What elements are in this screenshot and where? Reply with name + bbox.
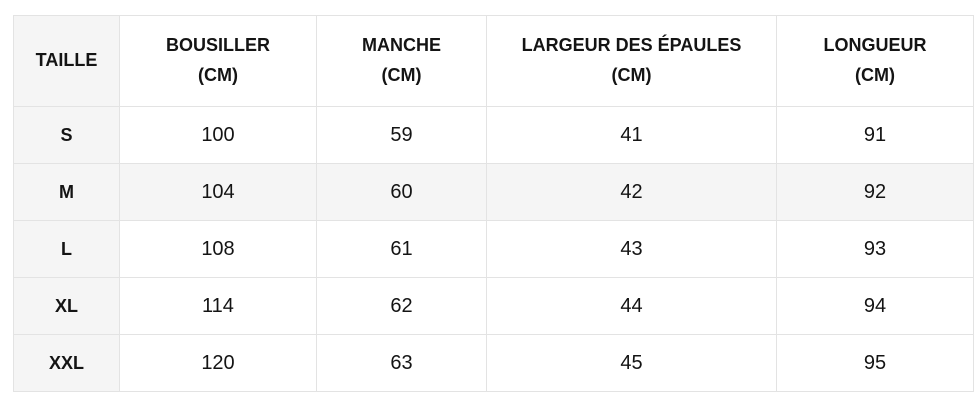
table-row-xxl: XXL 120 63 45 95 <box>13 334 974 392</box>
column-header-bousiller: BOUSILLER (CM) <box>119 15 317 107</box>
value-cell: 44 <box>486 277 777 335</box>
size-cell: M <box>13 163 120 221</box>
column-header-label: TAILLE <box>35 50 98 71</box>
column-header-unit: (CM) <box>198 65 238 85</box>
table-row-m: M 104 60 42 92 <box>13 163 974 221</box>
value-cell: 108 <box>119 220 317 278</box>
value-cell: 45 <box>486 334 777 392</box>
column-header-largeur-des-epaules: LARGEUR DES ÉPAULES (CM) <box>486 15 777 107</box>
size-cell: XL <box>13 277 120 335</box>
column-header-label: MANCHE <box>362 35 441 56</box>
value-cell: 41 <box>486 106 777 164</box>
column-header-unit: (CM) <box>855 65 895 85</box>
column-header-label: BOUSILLER <box>165 35 270 56</box>
value-cell: 43 <box>486 220 777 278</box>
value-cell: 61 <box>316 220 487 278</box>
column-header-taille: TAILLE <box>13 15 120 107</box>
size-cell: S <box>13 106 120 164</box>
value-cell: 114 <box>119 277 317 335</box>
table-row-l: L 108 61 43 93 <box>13 220 974 278</box>
value-cell: 59 <box>316 106 487 164</box>
value-cell: 94 <box>776 277 974 335</box>
header-row: TAILLE BOUSILLER (CM) MANCHE (CM) LARGEU… <box>13 15 974 107</box>
column-header-manche: MANCHE (CM) <box>316 15 487 107</box>
value-cell: 93 <box>776 220 974 278</box>
table-row-xl: XL 114 62 44 94 <box>13 277 974 335</box>
value-cell: 104 <box>119 163 317 221</box>
value-cell: 120 <box>119 334 317 392</box>
value-cell: 63 <box>316 334 487 392</box>
value-cell: 100 <box>119 106 317 164</box>
value-cell: 91 <box>776 106 974 164</box>
value-cell: 92 <box>776 163 974 221</box>
size-chart-table: TAILLE BOUSILLER (CM) MANCHE (CM) LARGEU… <box>13 15 974 392</box>
column-header-label: LONGUEUR <box>823 35 927 56</box>
value-cell: 42 <box>486 163 777 221</box>
column-header-unit: (CM) <box>611 65 652 85</box>
value-cell: 95 <box>776 334 974 392</box>
size-cell: L <box>13 220 120 278</box>
column-header-longueur: LONGUEUR (CM) <box>776 15 974 107</box>
value-cell: 60 <box>316 163 487 221</box>
table-row-s: S 100 59 41 91 <box>13 106 974 164</box>
size-cell: XXL <box>13 334 120 392</box>
column-header-unit: (CM) <box>381 65 422 85</box>
column-header-label: LARGEUR DES ÉPAULES <box>521 35 742 56</box>
value-cell: 62 <box>316 277 487 335</box>
